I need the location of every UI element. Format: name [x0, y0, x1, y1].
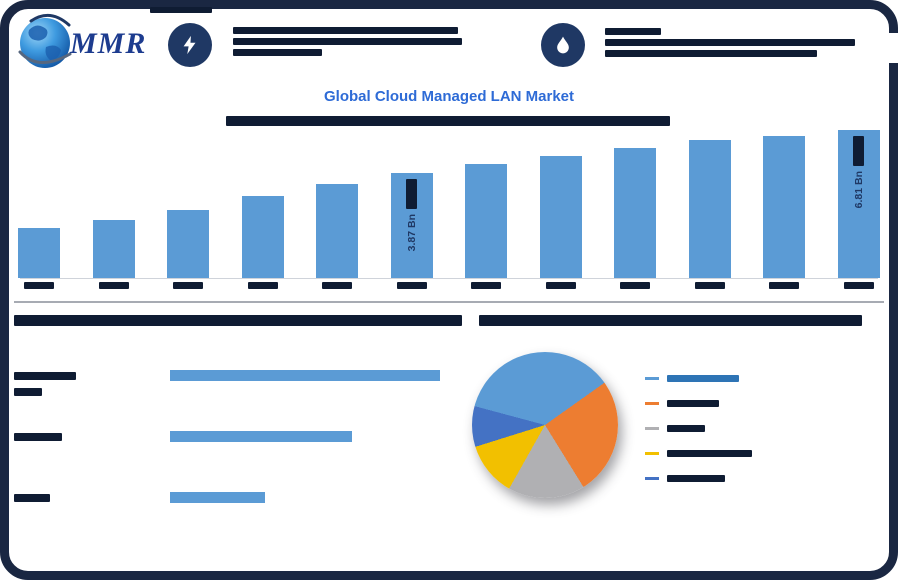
- redacted-label-line: [14, 388, 42, 396]
- redacted-text-line: [150, 7, 212, 13]
- category-bar: [170, 370, 440, 381]
- bar-column: [18, 120, 60, 290]
- redacted-axis-label: [620, 282, 651, 289]
- redacted-axis-label: [173, 282, 204, 289]
- bar-value-text: 6.81 Bn: [852, 171, 865, 209]
- bar-column: [539, 120, 582, 290]
- redacted-legend-label: [667, 450, 752, 457]
- redacted-text-line: [233, 27, 458, 34]
- chart-baseline: [20, 278, 878, 279]
- redacted-text-line: [605, 50, 817, 57]
- redacted-stat-text: [233, 27, 462, 56]
- legend-item: [645, 391, 752, 416]
- revenue-bar: 3.87 Bn: [390, 173, 433, 278]
- legend-item: [645, 466, 752, 491]
- redacted-category-label: [14, 494, 50, 502]
- legend-marker: [645, 402, 659, 405]
- legend-marker: [645, 477, 659, 480]
- revenue-bar: 6.81 Bn: [837, 130, 880, 278]
- legend-marker: [645, 452, 659, 455]
- revenue-bar: [241, 196, 284, 278]
- legend-item: [645, 366, 752, 391]
- mmr-logo: MMR: [16, 12, 146, 76]
- redacted-legend-label: [667, 475, 725, 482]
- legend-marker: [645, 427, 659, 430]
- edge-notch: [873, 33, 898, 63]
- bar-column: [241, 120, 284, 290]
- redacted-legend-label: [667, 400, 719, 407]
- redacted-subtitle: [226, 116, 670, 126]
- revenue-bar: [92, 220, 135, 278]
- redacted-section-title-right: [479, 315, 862, 326]
- revenue-bar: [316, 184, 359, 278]
- bar-column: 3.87 Bn: [390, 120, 433, 290]
- hbar-row: [14, 370, 464, 414]
- redacted-section-title-left: [14, 315, 462, 326]
- category-bar: [170, 431, 352, 442]
- revenue-bar: [614, 148, 657, 278]
- bar-column: 6.81 Bn: [837, 120, 880, 290]
- legend-marker: [645, 377, 659, 380]
- redacted-axis-label: [98, 282, 129, 289]
- revenue-bar: [167, 210, 210, 278]
- bar-column: [92, 120, 135, 290]
- redacted-text-line: [233, 49, 322, 56]
- redacted-label-line: [14, 372, 76, 380]
- redacted-text-line: [605, 28, 661, 35]
- legend-item: [645, 416, 752, 441]
- lightning-icon: [183, 35, 196, 55]
- legend-item: [645, 441, 752, 466]
- redacted-axis-label: [545, 282, 576, 289]
- bar-column: [167, 120, 210, 290]
- region-pie-chart: [472, 352, 618, 498]
- redacted-axis-label: [24, 282, 54, 289]
- cagr-stat-badge: [168, 23, 212, 67]
- bar-column: [316, 120, 359, 290]
- bar-value-label: 3.87 Bn: [406, 179, 418, 251]
- redacted-axis-label: [769, 282, 800, 289]
- bar-value-label: 6.81 Bn: [853, 136, 865, 208]
- bar-column: [763, 120, 806, 290]
- redacted-label-line: [14, 433, 62, 441]
- category-bar: [170, 492, 265, 503]
- hbar-row: [14, 431, 464, 475]
- revenue-stat-badge: [541, 23, 585, 67]
- bar-column: [465, 120, 508, 290]
- redacted-category-label: [14, 433, 62, 441]
- redacted-stat-text: [605, 28, 855, 57]
- bar-column: [688, 120, 731, 290]
- redacted-text-line: [605, 39, 855, 46]
- redacted-axis-label: [396, 282, 427, 289]
- redacted-legend-label: [667, 375, 739, 382]
- page-title: Global Cloud Managed LAN Market: [323, 88, 575, 105]
- redacted-axis-label: [471, 282, 502, 289]
- redacted-label-part: [853, 136, 865, 166]
- redacted-legend-label: [667, 425, 705, 432]
- pie-legend: [645, 366, 752, 491]
- revenue-bar: [688, 140, 731, 278]
- revenue-bar: [18, 228, 60, 278]
- revenue-bar-chart: 3.87 Bn 6.81 Bn: [18, 120, 880, 290]
- hbar-row: [14, 492, 464, 536]
- segment-hbar-chart: [14, 370, 474, 540]
- bar-column: [614, 120, 657, 290]
- redacted-text-line: [233, 38, 462, 45]
- flame-icon: [557, 36, 569, 54]
- section-divider: [14, 301, 884, 303]
- logo-text: MMR: [70, 27, 147, 60]
- redacted-label-line: [14, 494, 50, 502]
- redacted-axis-label: [843, 282, 874, 289]
- redacted-category-label: [14, 372, 76, 396]
- redacted-axis-label: [694, 282, 725, 289]
- bar-value-text: 3.87 Bn: [405, 214, 418, 252]
- globe-icon: [18, 13, 72, 68]
- redacted-axis-label: [322, 282, 353, 289]
- revenue-bar: [465, 164, 508, 278]
- revenue-bar: [763, 136, 806, 278]
- revenue-bar: [539, 156, 582, 278]
- redacted-label-part: [406, 179, 418, 209]
- redacted-axis-label: [247, 282, 278, 289]
